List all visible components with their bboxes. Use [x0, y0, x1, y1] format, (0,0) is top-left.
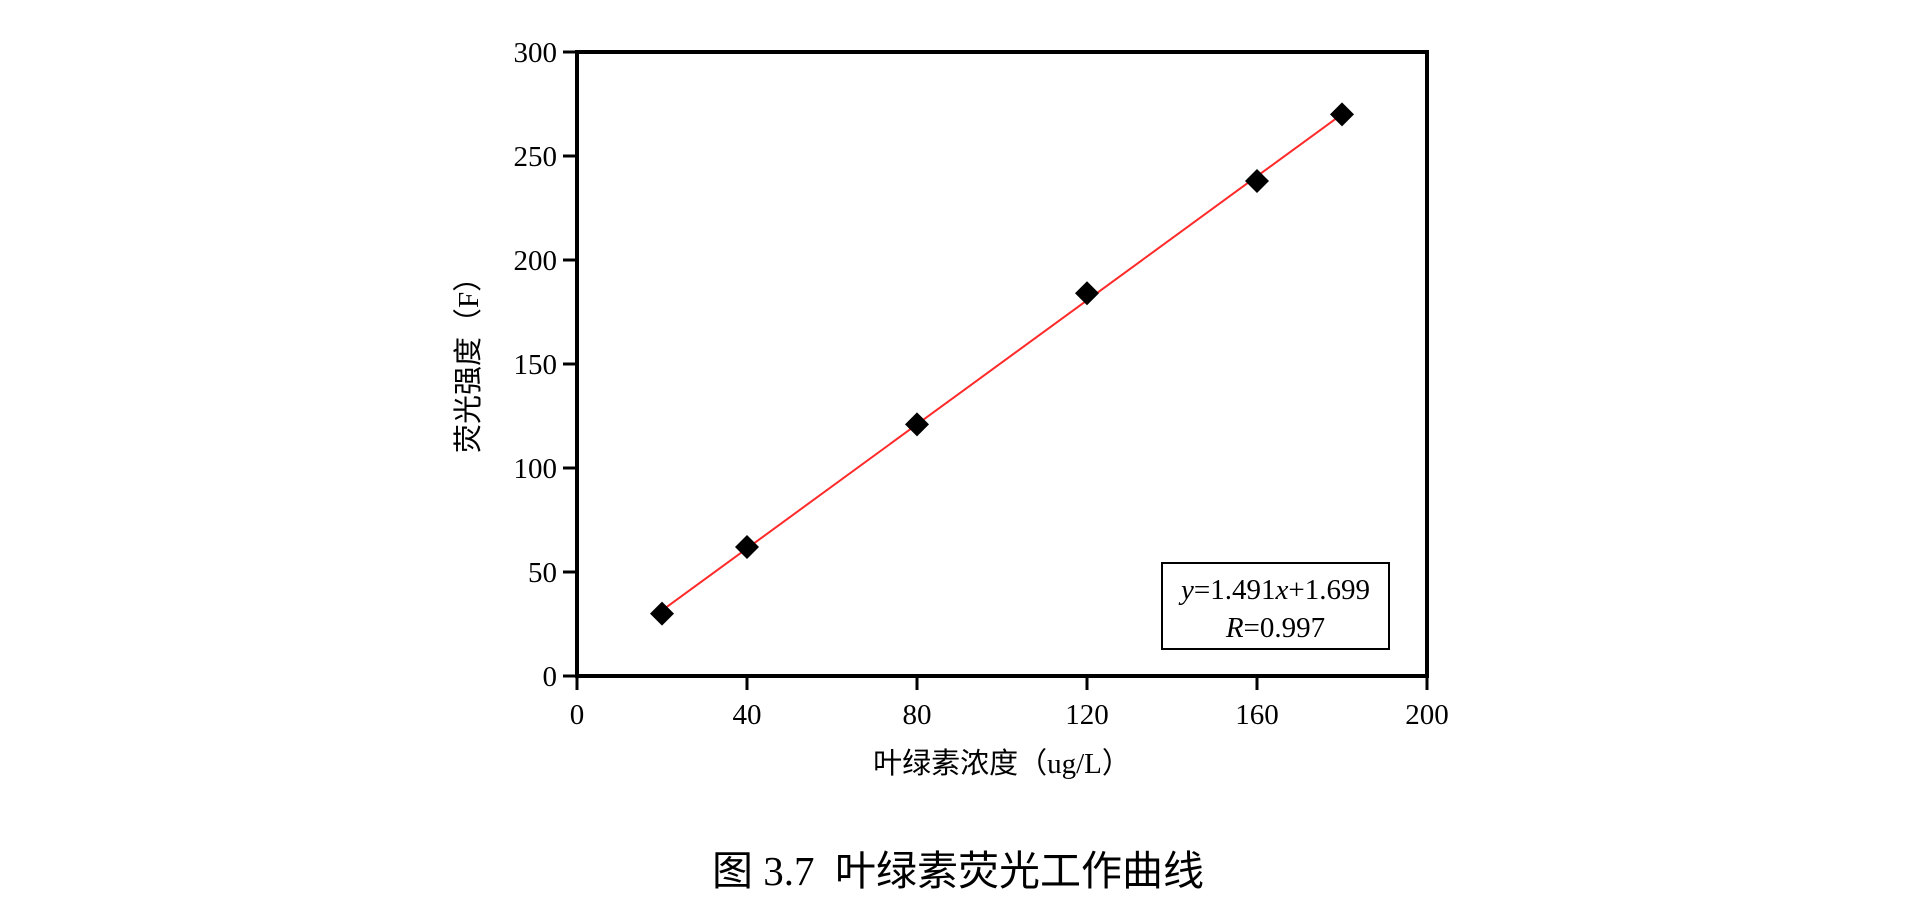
y-tick-label: 50 — [528, 557, 557, 589]
x-tick-label: 40 — [733, 699, 762, 731]
equation-box: y=1.491x+1.699 R=0.997 — [1161, 562, 1390, 650]
data-point — [905, 412, 929, 437]
eq-end: +1.699 — [1288, 574, 1370, 606]
x-tick-label: 200 — [1405, 699, 1449, 731]
y-tick-label: 250 — [514, 141, 558, 173]
figure-caption: 图 3.7 叶绿素荧光工作曲线 — [712, 848, 1204, 894]
eq-y: y — [1178, 574, 1194, 606]
x-tick-label: 80 — [903, 699, 932, 731]
data-point — [650, 601, 674, 626]
fit-line — [661, 113, 1343, 612]
x-tick-label: 160 — [1235, 699, 1279, 731]
plot-frame — [575, 50, 1429, 678]
r-symbol: R — [1225, 612, 1244, 644]
eq-mid: =1.491 — [1194, 574, 1276, 606]
x-tick-label: 0 — [570, 699, 585, 731]
correlation-coefficient: R=0.997 — [1225, 612, 1325, 644]
equation-box-border — [1161, 562, 1390, 650]
data-point — [1245, 168, 1269, 193]
x-tick-label: 120 — [1065, 699, 1109, 731]
y-axis-title: 荧光强度（F） — [452, 263, 485, 453]
y-tick-label: 200 — [514, 245, 558, 277]
x-axis-ticks: 0 40 80 120 160 200 — [570, 676, 1449, 731]
y-tick-label: 0 — [543, 661, 558, 693]
x-axis-title: 叶绿素浓度（ug/L） — [873, 747, 1131, 780]
y-tick-label: 100 — [514, 453, 558, 485]
r-value: =0.997 — [1244, 612, 1326, 644]
y-tick-label: 150 — [514, 349, 558, 381]
data-point — [1075, 281, 1099, 306]
data-point — [735, 535, 759, 560]
regression-equation: y=1.491x+1.699 — [1178, 574, 1370, 606]
eq-x: x — [1275, 574, 1289, 606]
y-tick-label: 300 — [514, 37, 558, 69]
y-axis-ticks: 0 50 100 150 200 250 300 — [514, 37, 577, 693]
data-points — [650, 102, 1354, 626]
data-point — [1330, 102, 1354, 127]
